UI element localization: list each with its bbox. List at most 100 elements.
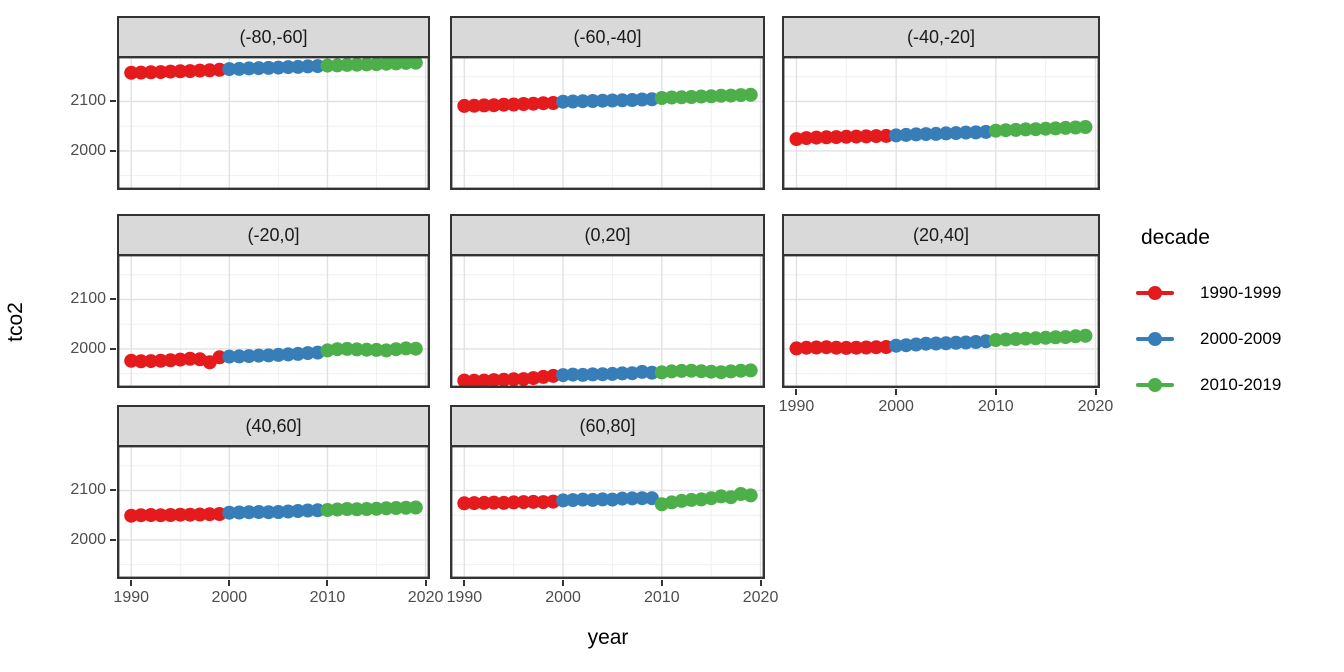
data-point (143, 354, 158, 369)
legend-key-dot (1148, 332, 1162, 346)
y-tick-label: 2100 (70, 290, 106, 308)
legend-key (1136, 378, 1174, 392)
data-point (743, 363, 758, 378)
data-point (879, 128, 894, 143)
panel-plot-area (782, 56, 1100, 190)
x-tick-mark (895, 389, 898, 395)
legend-item: 2010-2019 (1136, 370, 1341, 400)
data-point (506, 495, 521, 510)
data-point (242, 61, 256, 76)
data-point (486, 98, 501, 113)
data-point (595, 367, 610, 382)
data-point (153, 508, 168, 523)
data-point (536, 495, 551, 510)
data-point (684, 90, 699, 104)
data-point (496, 97, 511, 112)
data-point (869, 129, 884, 144)
data-point (359, 342, 374, 357)
data-point (585, 492, 600, 507)
data-point (704, 364, 719, 379)
y-tick-label: 2000 (70, 141, 106, 159)
facet-strip: (0,20] (450, 214, 765, 256)
data-point (684, 363, 699, 378)
data-point (949, 335, 963, 350)
data-point (281, 60, 296, 75)
data-point (1018, 122, 1033, 137)
legend-label: 2010-2019 (1200, 375, 1282, 394)
y-tick-label: 2100 (70, 481, 106, 499)
facet-panel (117, 254, 430, 388)
legend-item: 1990-1999 (1136, 278, 1341, 308)
x-axis-title: year (587, 626, 629, 649)
data-point (242, 505, 256, 520)
data-point (694, 364, 709, 379)
x-tick-label: 1990 (778, 398, 815, 415)
data-point (163, 508, 178, 522)
data-point (998, 332, 1013, 347)
legend-key-dot (1148, 286, 1162, 300)
data-point (929, 336, 943, 351)
x-tick-mark (228, 580, 231, 586)
data-point (839, 340, 854, 355)
facet-strip: (-40,-20] (782, 16, 1100, 58)
data-point (625, 491, 640, 506)
data-point (595, 93, 610, 108)
data-point (1008, 332, 1023, 346)
data-point (173, 507, 188, 522)
x-tick-mark (759, 580, 762, 586)
data-point (899, 127, 914, 142)
data-point (526, 494, 541, 509)
data-point (1038, 121, 1053, 136)
data-point (664, 364, 679, 379)
data-point (379, 56, 394, 71)
data-point (958, 335, 973, 350)
legend-key (1136, 286, 1174, 300)
data-point (467, 98, 482, 113)
y-tick-label: 2100 (70, 92, 106, 110)
facet-strip-label: (20,40] (912, 224, 970, 245)
data-point (359, 57, 374, 72)
legend: decade 1990-1999 2000-2009 2010-2019 (1136, 226, 1341, 416)
data-point (1068, 120, 1083, 135)
data-point (1008, 122, 1023, 137)
data-point (988, 333, 1003, 347)
data-point (506, 97, 521, 112)
legend-label: 2000-2009 (1200, 329, 1282, 348)
x-tick-mark (463, 580, 466, 586)
data-point (1058, 120, 1073, 135)
data-point (173, 64, 188, 79)
data-point (674, 363, 689, 378)
data-point (477, 98, 492, 113)
x-tick-label: 2010 (309, 589, 346, 606)
data-point (379, 501, 394, 516)
x-tick-mark (994, 389, 997, 395)
data-point (320, 58, 335, 73)
x-tick-label: 2020 (742, 589, 779, 606)
y-tick-mark (110, 298, 116, 301)
facet-strip-label: (-20,0] (247, 224, 300, 245)
facet-panel (782, 56, 1100, 190)
data-point (733, 363, 748, 378)
facet-strip-label: (-40,-20] (906, 26, 976, 47)
data-point (457, 98, 472, 113)
data-point (300, 59, 315, 74)
data-point (389, 56, 404, 71)
data-point (516, 495, 531, 510)
data-point (300, 503, 315, 518)
data-point (605, 366, 620, 381)
data-point (615, 491, 630, 506)
facet-strip: (-80,-60] (117, 16, 430, 58)
data-point (486, 495, 501, 510)
data-point (261, 505, 276, 520)
panel-plot-area (117, 445, 430, 579)
data-point (134, 354, 148, 369)
data-point (340, 502, 355, 516)
data-point (809, 340, 824, 355)
data-point (849, 129, 864, 144)
data-point (1078, 328, 1093, 343)
data-point (330, 342, 345, 357)
y-tick-mark (110, 100, 116, 103)
data-point (222, 62, 237, 77)
data-point (615, 366, 630, 381)
data-point (565, 94, 580, 109)
